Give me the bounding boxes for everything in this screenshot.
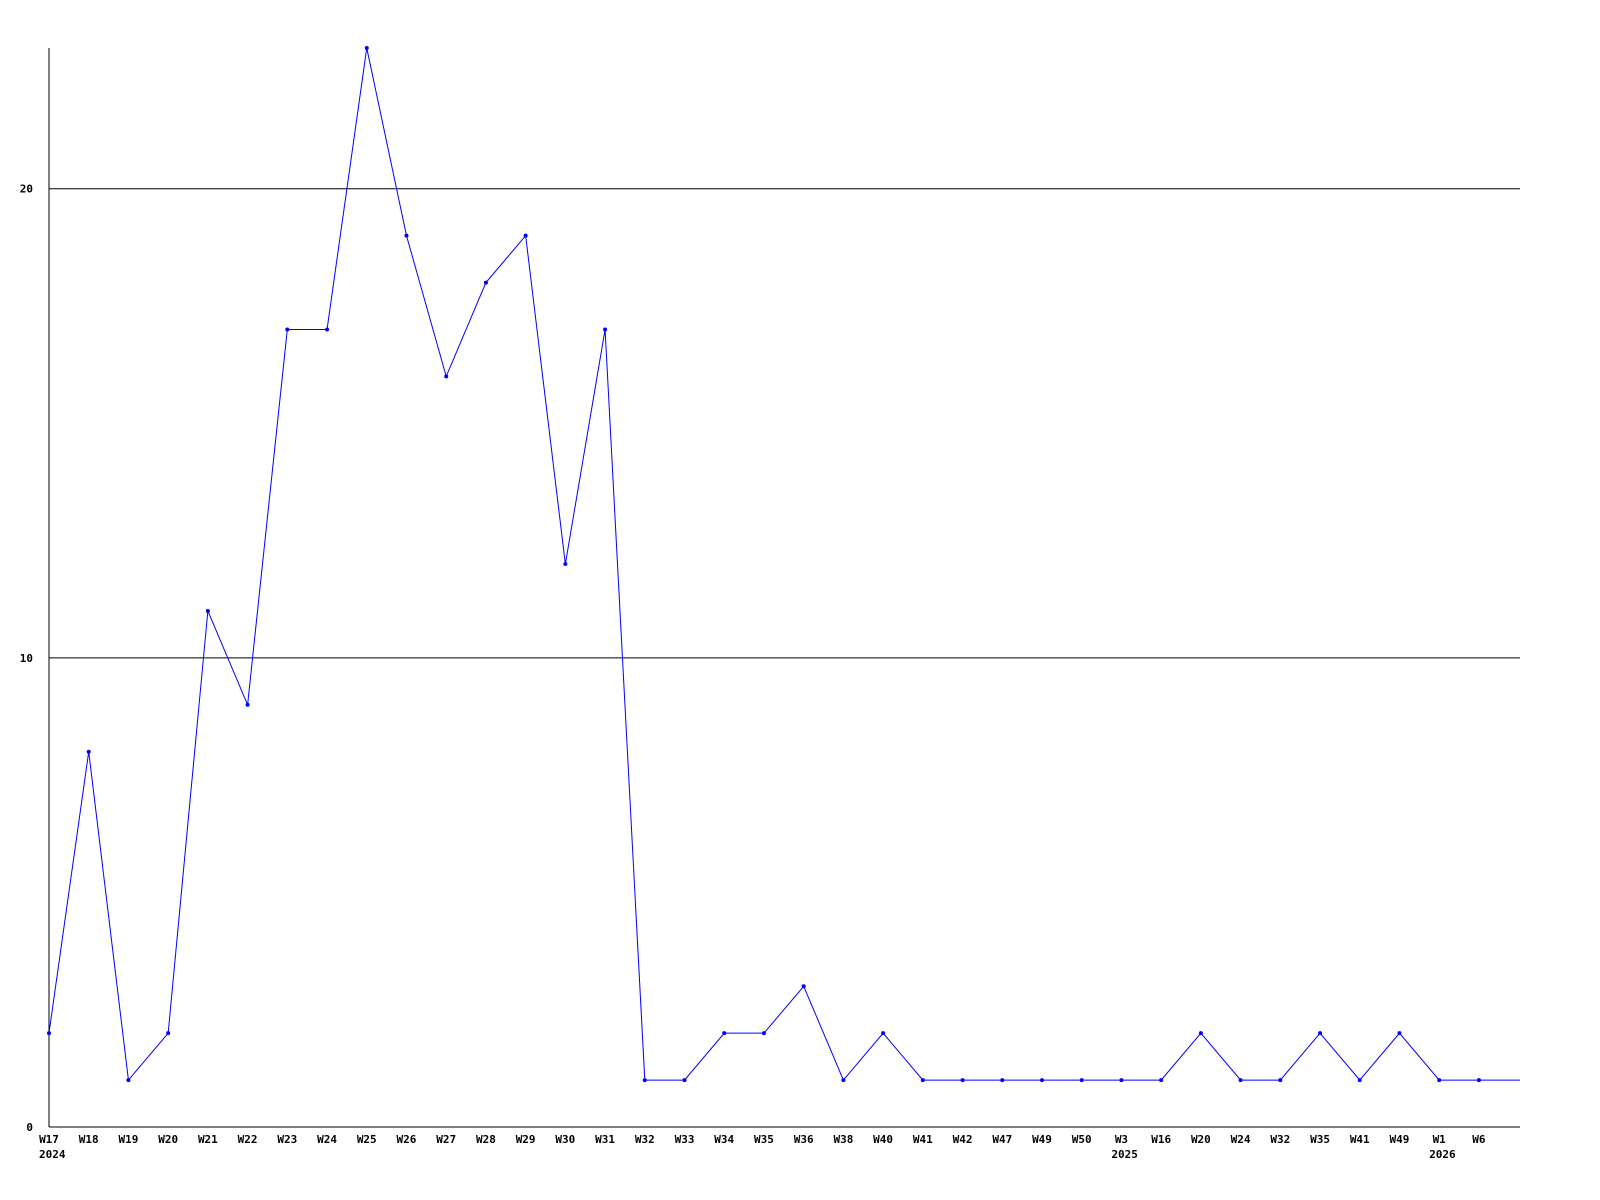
data-point bbox=[364, 46, 369, 50]
x-tick-label: W22 bbox=[238, 1133, 258, 1146]
data-point bbox=[642, 1078, 647, 1083]
data-point bbox=[245, 702, 250, 707]
data-point bbox=[166, 1031, 171, 1036]
x-tick-label: W34 bbox=[714, 1133, 734, 1146]
x-tick-label: W36 bbox=[794, 1133, 814, 1146]
data-point bbox=[1079, 1078, 1084, 1083]
data-point bbox=[841, 1078, 846, 1083]
data-point bbox=[881, 1031, 886, 1036]
x-tick-label: W33 bbox=[675, 1133, 695, 1146]
x-tick-label: W41 bbox=[913, 1133, 933, 1146]
data-point bbox=[1318, 1031, 1323, 1036]
x-tick-label: W1 bbox=[1433, 1133, 1447, 1146]
x-tick-label: W40 bbox=[873, 1133, 893, 1146]
data-point bbox=[1397, 1031, 1402, 1036]
data-point bbox=[1040, 1078, 1044, 1083]
x-tick-label: W6 bbox=[1472, 1133, 1486, 1146]
data-point bbox=[1119, 1078, 1124, 1083]
x-tick-label: W23 bbox=[277, 1133, 297, 1146]
data-point bbox=[1159, 1078, 1164, 1083]
x-tick-label: W21 bbox=[198, 1133, 218, 1146]
data-point bbox=[761, 1031, 766, 1036]
x-tick-label: W16 bbox=[1151, 1133, 1171, 1146]
data-point bbox=[722, 1031, 727, 1036]
y-tick-label: 20 bbox=[20, 183, 33, 196]
x-tick-label: W42 bbox=[953, 1133, 973, 1146]
x-tick-label: W26 bbox=[397, 1133, 417, 1146]
x-tick-label: W31 bbox=[595, 1133, 615, 1146]
data-point bbox=[1278, 1078, 1283, 1083]
x-tick-label: W32 bbox=[1270, 1133, 1290, 1146]
x-tick-label: W24 bbox=[317, 1133, 337, 1146]
x-tick-label: W18 bbox=[79, 1133, 99, 1146]
x-tick-label: W47 bbox=[992, 1133, 1012, 1146]
data-point bbox=[126, 1078, 131, 1083]
data-point bbox=[1437, 1078, 1442, 1083]
data-point bbox=[86, 749, 91, 754]
x-tick-label: W49 bbox=[1032, 1133, 1052, 1146]
data-point bbox=[285, 327, 290, 332]
x-tick-label: W30 bbox=[555, 1133, 575, 1146]
x-tick-label: W25 bbox=[357, 1133, 377, 1146]
data-point bbox=[483, 280, 488, 285]
data-point bbox=[563, 562, 568, 567]
x-tick-label: W24 bbox=[1231, 1133, 1251, 1146]
x-tick-label: W27 bbox=[436, 1133, 456, 1146]
y-tick-label: 0 bbox=[26, 1121, 33, 1134]
data-point bbox=[205, 608, 210, 613]
x-tick-label: W32 bbox=[635, 1133, 655, 1146]
data-point bbox=[960, 1078, 965, 1083]
data-point bbox=[1357, 1078, 1362, 1083]
x-tick-label: W35 bbox=[754, 1133, 774, 1146]
data-point bbox=[603, 327, 608, 332]
year-label: 2025 bbox=[1111, 1148, 1138, 1161]
data-point bbox=[444, 374, 449, 379]
x-tick-label: W50 bbox=[1072, 1133, 1092, 1146]
data-point bbox=[325, 327, 330, 332]
data-point bbox=[682, 1078, 687, 1083]
x-tick-label: W19 bbox=[119, 1133, 139, 1146]
data-point bbox=[47, 1031, 51, 1036]
x-tick-label: W17 bbox=[39, 1133, 59, 1146]
x-tick-label: W29 bbox=[516, 1133, 536, 1146]
x-tick-label: W20 bbox=[158, 1133, 178, 1146]
x-tick-label: W35 bbox=[1310, 1133, 1330, 1146]
x-tick-label: W28 bbox=[476, 1133, 496, 1146]
data-point bbox=[404, 233, 409, 238]
data-point bbox=[920, 1078, 925, 1083]
data-point bbox=[801, 984, 806, 989]
y-tick-label: 10 bbox=[20, 652, 33, 665]
year-label: 2026 bbox=[1429, 1148, 1456, 1161]
data-point bbox=[1198, 1031, 1203, 1036]
data-point bbox=[1238, 1078, 1243, 1083]
data-point bbox=[1476, 1078, 1481, 1083]
x-tick-label: W49 bbox=[1390, 1133, 1410, 1146]
data-point bbox=[1000, 1078, 1005, 1083]
year-label: 2024 bbox=[39, 1148, 66, 1161]
x-tick-label: W20 bbox=[1191, 1133, 1211, 1146]
x-tick-label: W38 bbox=[833, 1133, 853, 1146]
series-line bbox=[48, 47, 1520, 1082]
data-point bbox=[523, 233, 528, 238]
x-tick-label: W3 bbox=[1115, 1133, 1128, 1146]
x-tick-label: W41 bbox=[1350, 1133, 1370, 1146]
